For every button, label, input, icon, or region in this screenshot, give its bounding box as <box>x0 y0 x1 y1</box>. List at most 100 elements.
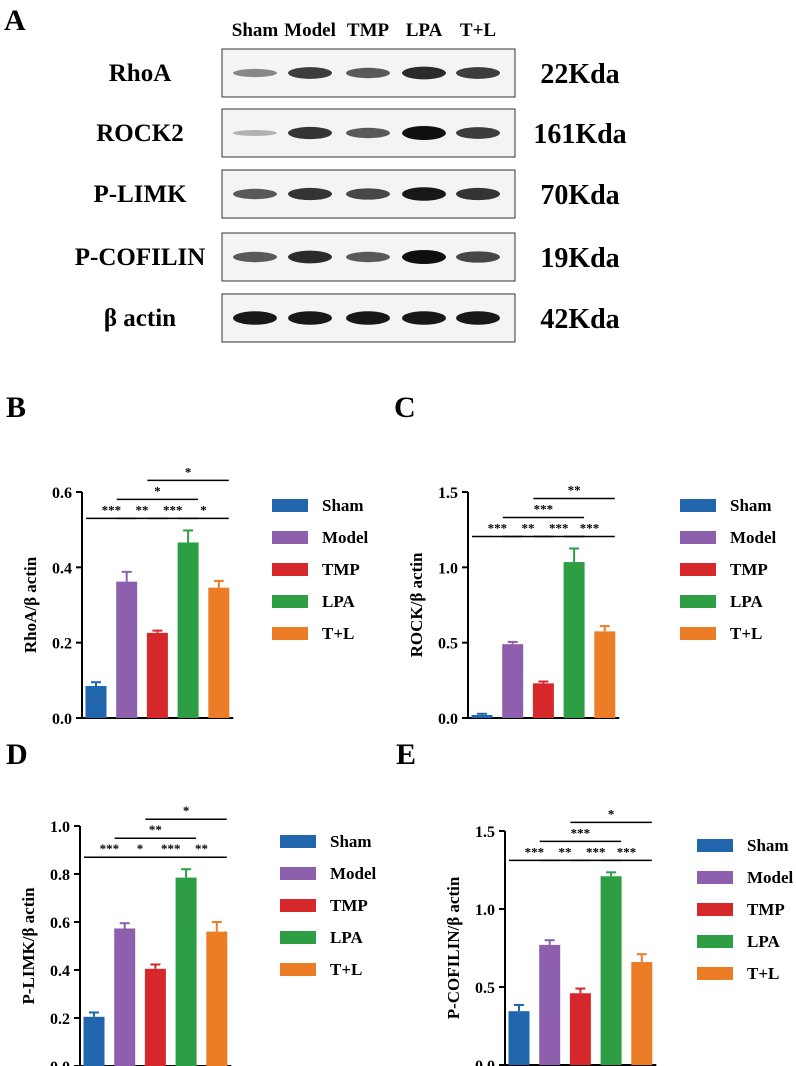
y-tick-label: 0.0 <box>50 1059 70 1066</box>
significance-label: * <box>154 483 161 498</box>
significance-label: *** <box>163 502 183 517</box>
blot-band <box>346 311 390 325</box>
y-axis-label: RhoA/β actin <box>21 556 40 653</box>
blot-band <box>402 126 446 140</box>
y-tick-label: 0.0 <box>475 1058 495 1066</box>
y-axis-label: ROCK/β actin <box>407 552 426 657</box>
legend-swatch <box>697 935 733 948</box>
blot-band <box>402 66 446 80</box>
blot-row: RhoA 22Kda <box>109 48 620 98</box>
y-tick-label: 0.4 <box>52 560 72 577</box>
blot-band <box>402 250 446 264</box>
legend-label: TMP <box>322 560 360 579</box>
blot-band <box>456 311 500 325</box>
significance-label: *** <box>100 841 120 856</box>
lane-label: LPA <box>406 20 443 41</box>
bar-sham <box>85 685 107 718</box>
significance-label: ** <box>522 521 535 536</box>
y-tick-label: 1.0 <box>438 560 458 577</box>
protein-label: ROCK2 <box>96 120 184 147</box>
lane-labels: Sham Model TMP LPA T+L <box>232 20 496 41</box>
legend-label: T+L <box>330 960 362 979</box>
blot-rows: RhoA 22Kda ROCK2 161Kda P-LIMK 70Kda P-COFILIN… <box>75 48 627 343</box>
bar-model <box>539 944 561 1065</box>
significance-label: *** <box>580 521 600 536</box>
protein-label: β actin <box>104 305 176 332</box>
legend-swatch <box>697 967 733 980</box>
legend-label: LPA <box>730 592 763 611</box>
y-tick-label: 0.2 <box>50 1011 70 1028</box>
significance-label: * <box>183 803 190 818</box>
blot-band <box>402 187 446 201</box>
protein-label: RhoA <box>109 60 172 87</box>
legend-label: Sham <box>330 832 372 851</box>
blot-band <box>233 311 277 325</box>
blot-band <box>346 127 390 139</box>
bar-sham <box>508 1011 530 1065</box>
significance-label: *** <box>586 844 606 859</box>
bar-tplusl <box>631 962 653 1065</box>
legend-swatch <box>280 835 316 848</box>
y-axis-label: P-LIMK/β actin <box>19 887 38 1005</box>
legend-swatch <box>697 871 733 884</box>
legend-label: Model <box>730 528 777 547</box>
molecular-weight-label: 42Kda <box>540 304 619 335</box>
legend-label: TMP <box>730 560 768 579</box>
bar-tplusl <box>594 631 616 718</box>
legend-label: TMP <box>747 900 785 919</box>
significance-label: ** <box>568 483 581 498</box>
blot-row: P-COFILIN 19Kda <box>75 232 620 282</box>
blot-band <box>288 67 332 79</box>
legend-label: Sham <box>747 836 789 855</box>
legend-swatch <box>680 595 716 608</box>
legend-label: Sham <box>730 496 772 515</box>
panel-letter: D <box>6 738 28 771</box>
legend-swatch <box>280 899 316 912</box>
panel-letter-a: A <box>4 4 26 37</box>
blot-row: ROCK2 161Kda <box>96 108 627 158</box>
blot-band <box>233 68 277 78</box>
lane-label: T+L <box>460 20 496 41</box>
legend-label: LPA <box>747 932 780 951</box>
bar-tmp <box>146 632 168 718</box>
blot-band <box>288 126 332 140</box>
y-tick-label: 0.4 <box>50 963 70 980</box>
y-tick-label: 0.5 <box>438 636 458 653</box>
blot-band <box>456 67 500 79</box>
blot-band <box>288 311 332 325</box>
significance-label: *** <box>534 502 554 517</box>
blot-band <box>456 127 500 139</box>
legend-label: TMP <box>330 896 368 915</box>
panel-letter: B <box>6 391 26 424</box>
blot-row: β actin 42Kda <box>104 293 620 343</box>
legend-swatch <box>280 963 316 976</box>
significance-label: * <box>137 841 144 856</box>
legend-swatch <box>680 531 716 544</box>
bar-sham <box>471 714 493 718</box>
y-tick-label: 0.0 <box>52 711 72 728</box>
significance-label: *** <box>102 502 122 517</box>
legend-swatch <box>272 563 308 576</box>
blot-band <box>456 251 500 263</box>
bar-model <box>114 928 136 1066</box>
y-tick-label: 0.6 <box>52 485 72 502</box>
legend-label: T+L <box>322 624 354 643</box>
significance-label: ** <box>136 502 149 517</box>
significance-label: *** <box>571 825 591 840</box>
blot-band <box>402 311 446 325</box>
blot-band <box>346 188 390 200</box>
lane-label: TMP <box>347 20 390 41</box>
bar-lpa <box>600 876 622 1065</box>
molecular-weight-label: 70Kda <box>540 180 619 211</box>
y-tick-label: 1.0 <box>50 819 70 836</box>
blot-band <box>288 250 332 264</box>
y-tick-label: 1.5 <box>475 824 495 841</box>
legend-swatch <box>280 931 316 944</box>
bar-lpa <box>175 877 197 1066</box>
bar-lpa <box>563 562 585 718</box>
lane-label: Model <box>284 20 336 41</box>
panel-letter: E <box>396 738 416 771</box>
legend-swatch <box>680 499 716 512</box>
